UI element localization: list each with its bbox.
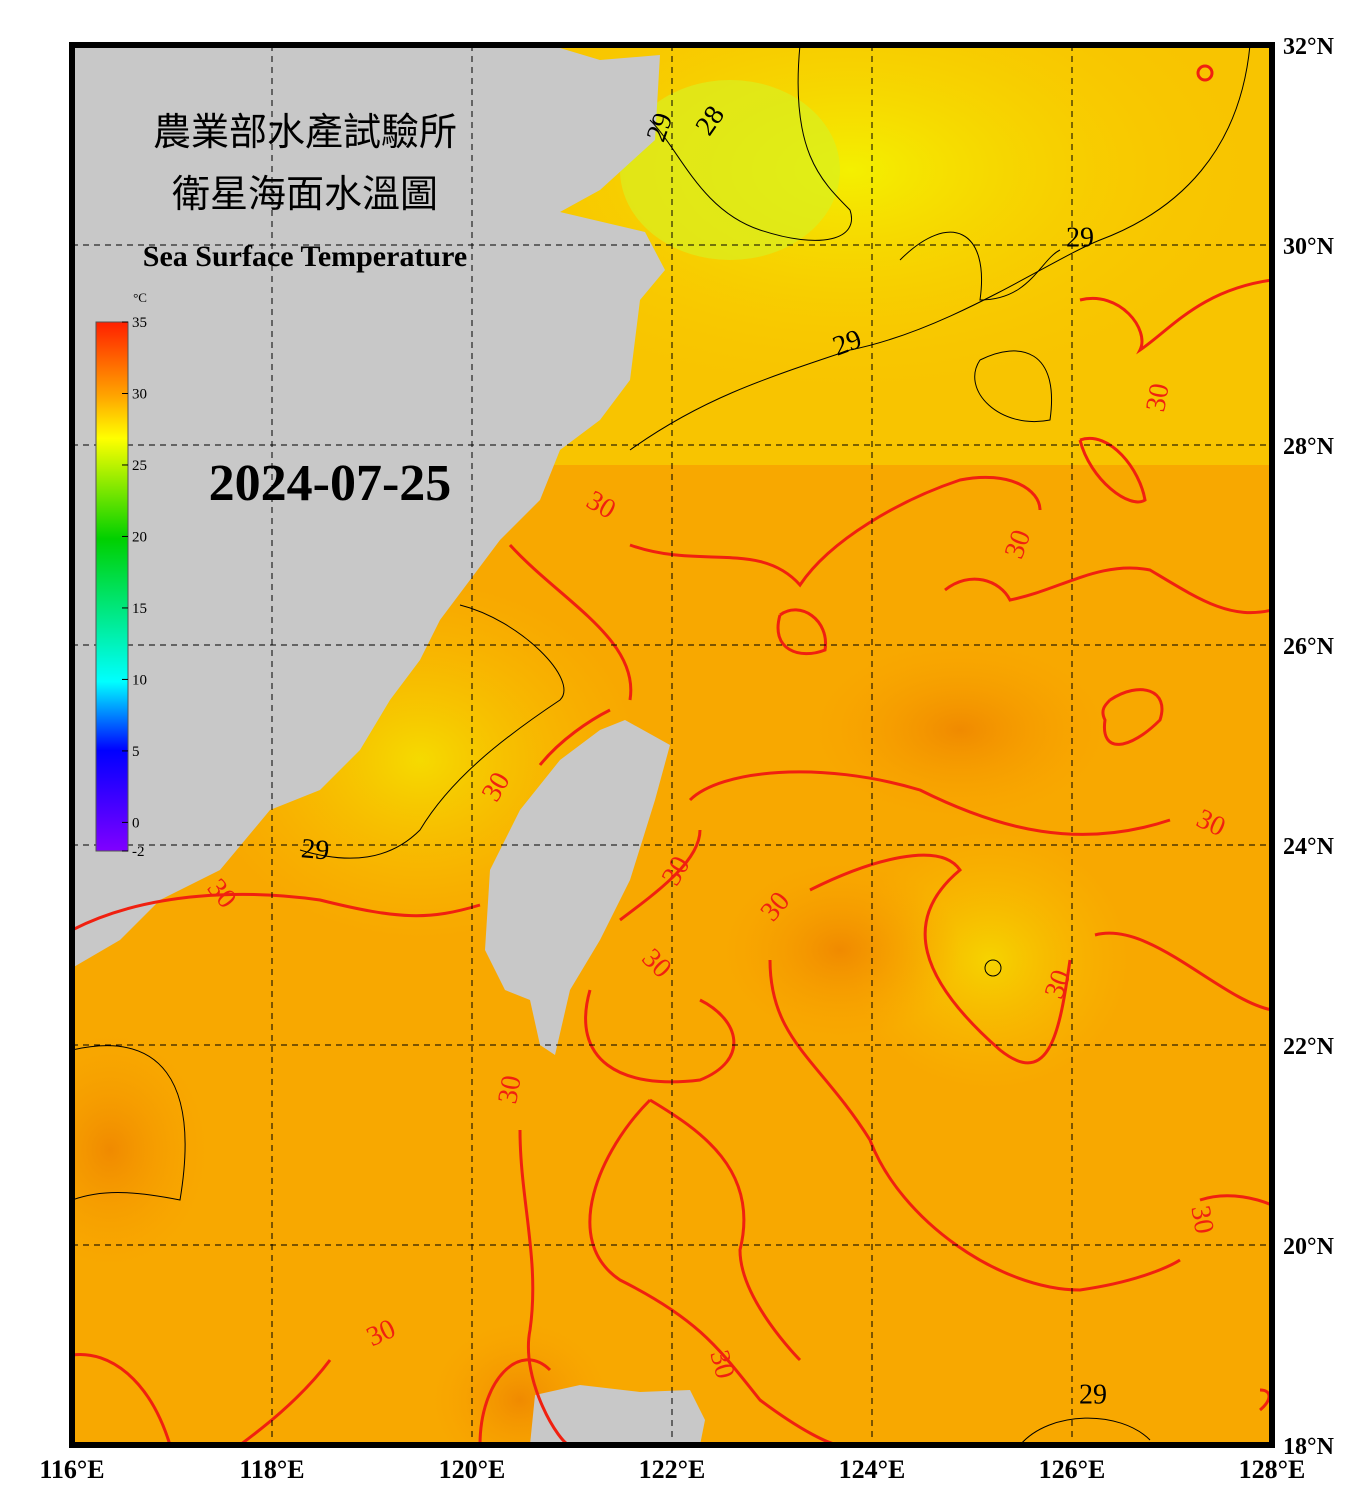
contour-label: 30 xyxy=(492,1073,527,1106)
lon-tick-label: 116°E xyxy=(39,1455,104,1484)
colorbar-tick-label: 15 xyxy=(132,601,147,617)
lat-tick-label: 28°N xyxy=(1283,434,1335,460)
contour-label: 30 xyxy=(1184,1203,1219,1236)
lat-tick-label: 22°N xyxy=(1283,1034,1335,1060)
colorbar-tick-label: 20 xyxy=(132,529,147,545)
lat-tick-label: 32°N xyxy=(1283,34,1335,60)
land xyxy=(485,720,670,1055)
colorbar-tick-label: 30 xyxy=(132,386,147,402)
colorbar-unit: °C xyxy=(133,290,147,305)
lon-tick-label: 126°E xyxy=(1039,1455,1106,1484)
title-en: Sea Surface Temperature xyxy=(143,240,467,273)
lon-tick-label: 120°E xyxy=(439,1455,506,1484)
land xyxy=(72,45,665,968)
lat-tick-label: 24°N xyxy=(1283,834,1335,860)
contour-label: 30 xyxy=(1140,381,1175,414)
colorbar-tick-label: 25 xyxy=(132,458,147,474)
map-frame xyxy=(69,42,1275,1448)
colorbar-tick-label: 0 xyxy=(132,815,140,831)
lon-tick-label: 122°E xyxy=(639,1455,706,1484)
date: 2024-07-25 xyxy=(209,455,452,512)
land xyxy=(530,1385,705,1445)
lat-tick-label: 30°N xyxy=(1283,234,1335,260)
contour-ring xyxy=(984,959,1002,977)
subtitle-zh: 衛星海面水溫圖 xyxy=(172,174,438,216)
lon-tick-label: 124°E xyxy=(839,1455,906,1484)
contour-label: 29 xyxy=(1079,1379,1107,1410)
title-zh: 農業部水產試驗所 xyxy=(153,112,457,154)
colorbar-tick-label: 5 xyxy=(132,744,140,760)
lon-tick-label: 128°E xyxy=(1239,1455,1306,1484)
contour-label: 29 xyxy=(1066,222,1094,253)
lat-tick-label: 18°N xyxy=(1283,1434,1335,1460)
contour-label: 29 xyxy=(300,833,331,866)
colorbar-tick-label: 10 xyxy=(132,672,147,688)
colorbar xyxy=(95,321,129,852)
colorbar-tick-label: -2 xyxy=(132,844,145,860)
lat-tick-label: 26°N xyxy=(1283,634,1335,660)
lat-tick-label: 20°N xyxy=(1283,1234,1335,1260)
contour-ring xyxy=(1196,64,1214,82)
contours-29 xyxy=(72,45,1251,1445)
contours-30 xyxy=(72,278,1272,1445)
lon-tick-label: 118°E xyxy=(239,1455,304,1484)
colorbar-tick-label: 35 xyxy=(132,315,147,331)
